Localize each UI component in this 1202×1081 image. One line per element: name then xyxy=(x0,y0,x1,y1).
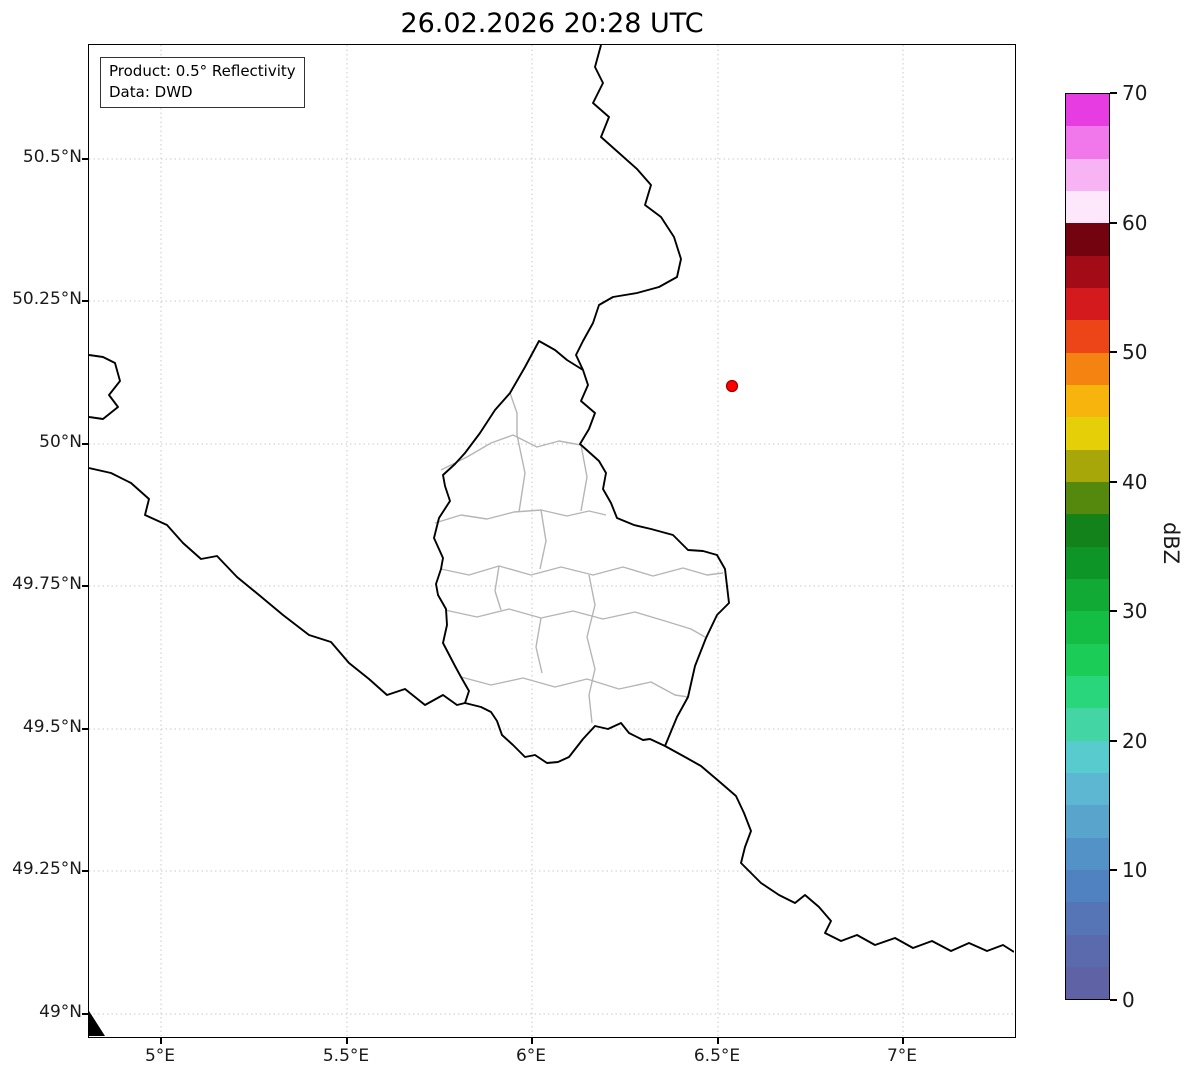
colorbar-tick-mark xyxy=(1110,999,1117,1001)
colorbar-segment xyxy=(1066,708,1109,741)
map-canvas xyxy=(89,45,1014,1036)
y-tick-mark xyxy=(82,870,88,872)
colorbar-tick-mark xyxy=(1110,480,1117,483)
y-tick-mark xyxy=(82,1013,88,1015)
y-tick-label: 49.25°N xyxy=(12,859,82,879)
colorbar-segment xyxy=(1066,611,1109,644)
y-tick-mark xyxy=(82,585,88,587)
colorbar-segment xyxy=(1066,675,1109,709)
luxembourg-border-path xyxy=(433,340,730,764)
x-tick-mark xyxy=(717,1038,719,1044)
givet-border-fragment-path xyxy=(89,354,121,420)
colorbar-segment xyxy=(1066,126,1109,159)
luxembourg-district-borders xyxy=(434,392,724,724)
colorbar-tick-mark xyxy=(1110,221,1117,224)
colorbar-segment xyxy=(1066,934,1109,967)
belgium-germany-border-path xyxy=(575,45,682,371)
gridline-group xyxy=(89,45,1014,1036)
x-tick-label: 6.5°E xyxy=(693,1046,741,1066)
colorbar-tick-label: 70 xyxy=(1122,81,1148,105)
colorbar-segment xyxy=(1066,740,1109,773)
data-source-line: Data: DWD xyxy=(109,83,193,101)
x-tick-mark xyxy=(902,1038,904,1044)
colorbar-tick-label: 20 xyxy=(1122,728,1148,753)
x-tick-label: 6°E xyxy=(515,1046,547,1066)
colorbar-segment xyxy=(1066,320,1109,353)
france-belgium-border-path xyxy=(89,467,466,706)
colorbar-segment xyxy=(1066,190,1109,224)
colorbar-segment xyxy=(1066,805,1109,838)
x-tick-mark xyxy=(346,1038,348,1044)
colorbar-segment xyxy=(1066,94,1109,127)
y-tick-label: 50.25°N xyxy=(12,289,82,309)
colorbar-segment xyxy=(1066,966,1109,1000)
colorbar-tick-label: 30 xyxy=(1122,599,1148,624)
y-tick-label: 49.5°N xyxy=(22,717,82,737)
plot-title: 26.02.2026 20:28 UTC xyxy=(400,8,704,39)
colorbar-tick-label: 10 xyxy=(1122,858,1148,883)
france-germany-border-path xyxy=(664,745,1014,953)
colorbar-segment xyxy=(1066,255,1109,288)
colorbar-segment xyxy=(1066,902,1109,935)
colorbar-segment xyxy=(1066,287,1109,321)
y-tick-label: 50.5°N xyxy=(22,147,82,167)
colorbar-segment xyxy=(1066,514,1109,547)
colorbar-axis-label: dBZ xyxy=(1159,521,1183,565)
y-tick-label: 50°N xyxy=(39,432,82,452)
y-tick-label: 49°N xyxy=(39,1002,82,1022)
colorbar-segment xyxy=(1066,643,1109,676)
colorbar-segment xyxy=(1066,352,1109,385)
y-tick-mark xyxy=(82,158,88,160)
colorbar-tick-mark xyxy=(1110,610,1117,613)
x-tick-label: 5°E xyxy=(144,1046,176,1066)
corner-border-fragment xyxy=(89,1011,105,1036)
y-tick-mark xyxy=(82,728,88,730)
product-info-line: Product: 0.5° Reflectivity xyxy=(109,62,296,80)
radar-site-marker xyxy=(725,379,739,393)
colorbar-tick-label: 40 xyxy=(1122,469,1148,494)
y-tick-label: 49.75°N xyxy=(12,574,82,594)
x-tick-label: 7°E xyxy=(886,1046,918,1066)
colorbar-tick-label: 50 xyxy=(1122,340,1148,365)
y-tick-mark xyxy=(82,443,88,445)
colorbar-segment xyxy=(1066,772,1109,806)
colorbar-tick-mark xyxy=(1110,92,1117,94)
colorbar-tick-mark xyxy=(1110,869,1117,872)
colorbar-segment xyxy=(1066,417,1109,450)
colorbar-tick-mark xyxy=(1110,351,1117,354)
x-tick-mark xyxy=(531,1038,533,1044)
colorbar-segment xyxy=(1066,578,1109,612)
colorbar-tick-label: 60 xyxy=(1122,210,1148,235)
colorbar-segment xyxy=(1066,837,1109,870)
x-tick-label: 5.5°E xyxy=(322,1046,370,1066)
colorbar-segment xyxy=(1066,158,1109,191)
colorbar xyxy=(1065,93,1110,1000)
colorbar-tick-mark xyxy=(1110,739,1117,742)
colorbar-segment xyxy=(1066,449,1109,482)
colorbar-segment xyxy=(1066,223,1109,256)
colorbar-segment xyxy=(1066,869,1109,903)
colorbar-segment xyxy=(1066,546,1109,579)
colorbar-segment xyxy=(1066,384,1109,418)
map-axes-frame xyxy=(88,44,1016,1038)
product-info-box: Product: 0.5° Reflectivity Data: DWD xyxy=(100,57,305,108)
x-tick-mark xyxy=(160,1038,162,1044)
colorbar-segment xyxy=(1066,481,1109,515)
colorbar-tick-label: 0 xyxy=(1122,988,1135,1012)
y-tick-mark xyxy=(82,300,88,302)
